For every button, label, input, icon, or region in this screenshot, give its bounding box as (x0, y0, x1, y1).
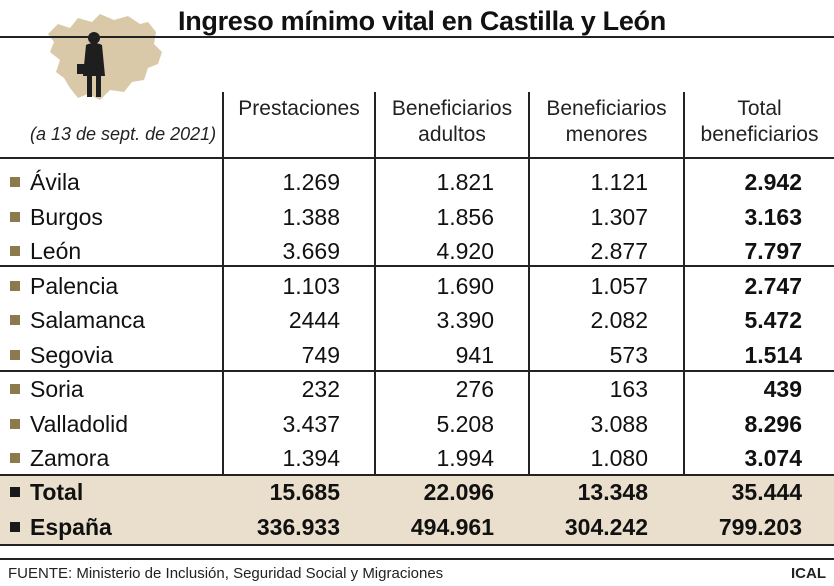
row-value: 8.296 (744, 410, 802, 437)
column-divider (374, 92, 376, 544)
row-value: 2.747 (744, 272, 802, 299)
row-bullet (10, 280, 20, 291)
row-value: 573 (609, 341, 648, 368)
row-value: 1.080 (590, 445, 648, 471)
table-row: Zamora 1.394 1.994 1.080 3.074 (0, 441, 834, 476)
row-bullet (10, 521, 20, 532)
row-label: Total (30, 479, 84, 505)
row-value: 3.437 (282, 410, 340, 437)
column-divider (683, 92, 685, 544)
chart-title: Ingreso mínimo vital en Castilla y León (178, 6, 666, 36)
row-value: 1.514 (744, 341, 802, 368)
row-value: 2444 (288, 307, 340, 333)
row-value: 3.163 (744, 203, 802, 230)
row-value: 1.307 (590, 203, 648, 230)
table-row: Salamanca 2444 3.390 2.082 5.472 (0, 303, 834, 338)
row-value: 336.933 (256, 513, 340, 540)
row-value: 22.096 (423, 479, 494, 505)
row-value: 3.088 (590, 410, 648, 437)
source-note: FUENTE: Ministerio de Inclusión, Segurid… (8, 565, 444, 582)
row-value: 1.394 (282, 445, 340, 471)
row-value: 5.208 (436, 410, 494, 437)
top-rule (0, 36, 834, 38)
totals-top-rule (0, 474, 834, 476)
column-divider (528, 92, 530, 544)
row-bullet (10, 315, 20, 325)
row-bullet (10, 418, 20, 429)
group-rule (0, 370, 834, 372)
row-value: 163 (609, 376, 648, 402)
row-value: 2.942 (744, 169, 802, 195)
row-value: 5.472 (744, 307, 802, 333)
table-row: Soria 232 276 163 439 (0, 372, 834, 407)
row-value: 1.994 (436, 445, 494, 471)
row-value: 749 (301, 341, 340, 368)
row-value: 3.390 (436, 307, 494, 333)
row-value: 3.669 (282, 238, 340, 264)
table-row: Segovia 749 941 573 1.514 (0, 338, 834, 373)
column-header-beneficiarios-adultos: Beneficiarios adultos (391, 97, 513, 146)
table-row: Ávila 1.269 1.821 1.121 2.942 (0, 165, 834, 200)
row-value: 2.082 (590, 307, 648, 333)
row-value: 15.685 (269, 479, 340, 505)
row-label: Burgos (30, 203, 103, 230)
column-divider (222, 92, 224, 544)
totals-background (0, 474, 834, 544)
totals-bottom-rule (0, 544, 834, 546)
row-value: 1.856 (436, 203, 494, 230)
header-rule (0, 157, 834, 159)
row-value: 439 (763, 376, 802, 402)
row-value: 13.348 (577, 479, 648, 505)
column-header-total-beneficiarios: Total beneficiarios (700, 97, 819, 146)
row-bullet (10, 384, 20, 394)
row-label: Valladolid (30, 410, 129, 437)
row-label: Soria (30, 376, 84, 402)
column-header-beneficiarios-menores: Beneficiarios menores (546, 97, 667, 146)
total-row: España 336.933 494.961 304.242 799.203 (0, 510, 834, 545)
row-label: León (30, 238, 82, 264)
row-value: 799.203 (718, 513, 802, 540)
row-value: 494.961 (410, 513, 494, 540)
row-bullet (10, 177, 20, 187)
row-bullet (10, 246, 20, 256)
row-value: 1.103 (282, 272, 340, 299)
row-value: 941 (455, 341, 494, 368)
row-label: Salamanca (30, 307, 146, 333)
table-row: León 3.669 4.920 2.877 7.797 (0, 234, 834, 269)
row-value: 1.121 (590, 169, 648, 195)
row-value: 7.797 (744, 238, 802, 264)
row-label: Palencia (30, 272, 119, 299)
row-bullet (10, 487, 20, 497)
row-value: 232 (301, 376, 340, 402)
row-label: Ávila (30, 169, 80, 195)
bottom-rule (0, 558, 834, 560)
row-value: 35.444 (731, 479, 802, 505)
table-row: Valladolid 3.437 5.208 3.088 8.296 (0, 407, 834, 442)
row-bullet (10, 453, 20, 463)
row-label: Zamora (30, 445, 110, 471)
date-note: (a 13 de sept. de 2021) (30, 124, 217, 144)
row-value: 1.690 (436, 272, 494, 299)
total-row: Total 15.685 22.096 13.348 35.444 (0, 475, 834, 510)
row-value: 1.821 (436, 169, 494, 195)
row-value: 1.388 (282, 203, 340, 230)
table-row: Burgos 1.388 1.856 1.307 3.163 (0, 200, 834, 235)
row-label: Segovia (30, 341, 114, 368)
row-value: 1.057 (590, 272, 648, 299)
row-bullet (10, 349, 20, 360)
row-value: 2.877 (590, 238, 648, 264)
table-row: Palencia 1.103 1.690 1.057 2.747 (0, 269, 834, 304)
row-value: 1.269 (282, 169, 340, 195)
castilla-y-leon-map-with-person-icon (48, 14, 162, 100)
row-label: España (30, 513, 112, 540)
row-value: 4.920 (436, 238, 494, 264)
row-value: 304.242 (564, 513, 648, 540)
row-bullet (10, 211, 20, 222)
row-value: 3.074 (744, 445, 802, 471)
row-value: 276 (455, 376, 494, 402)
group-rule (0, 265, 834, 267)
agency-credit: ICAL (791, 565, 826, 582)
column-header-prestaciones: Prestaciones (238, 97, 360, 120)
